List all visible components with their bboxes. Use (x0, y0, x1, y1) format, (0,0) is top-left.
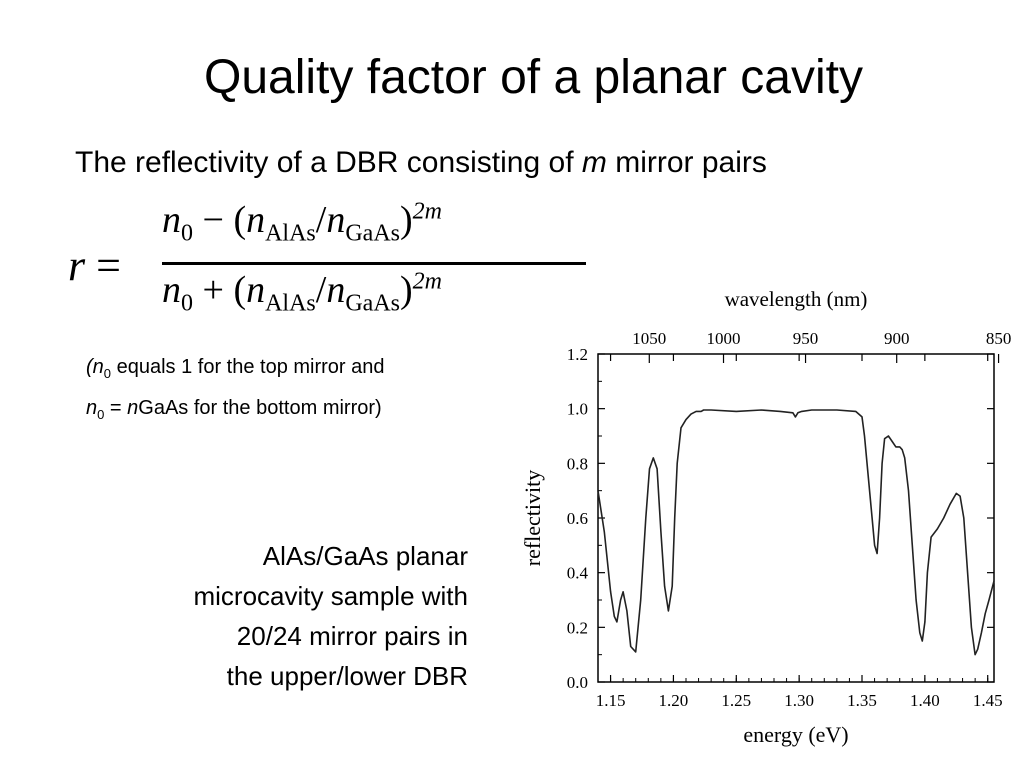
subtitle-post: mirror pairs (606, 146, 767, 179)
top-tick-label: 900 (884, 329, 910, 348)
sample-line: 20/24 mirror pairs in (236, 621, 468, 651)
plot-frame (597, 353, 995, 683)
x-tick-label: 1.40 (910, 691, 940, 710)
chart-marks: 1.15 1.20 1.25 1.30 1.35 1.40 1.45 0.0 0.2 0.4 0.6… (567, 329, 1012, 710)
formula-lhs: r = (68, 241, 121, 290)
y-tick-label: 0.2 (567, 618, 588, 637)
sample-line: the upper/lower DBR (226, 661, 468, 691)
note-line-2: n0 = nGaAs for the bottom mirror) (86, 397, 382, 422)
sample-description: AlAs/GaAs planar microcavity sample with… (118, 536, 468, 696)
formula-denominator: n0 + (nAlAs/nGaAs)2m (162, 268, 442, 317)
x-tick-label: 1.20 (659, 691, 689, 710)
top-tick-label: 950 (793, 329, 819, 348)
y-tick-label: 0.8 (567, 454, 588, 473)
fraction-bar (162, 262, 586, 265)
y-tick-label: 0.4 (567, 564, 589, 583)
x-tick-label: 1.25 (721, 691, 751, 710)
x-tick-label: 1.30 (784, 691, 814, 710)
x-tick-label: 1.15 (596, 691, 626, 710)
subtitle-pre: The reflectivity of a DBR consisting of (75, 146, 582, 179)
sample-line: microcavity sample with (193, 581, 468, 611)
reflectivity-line (597, 409, 995, 656)
n0-note: (n0 equals 1 for the top mirror and n0 =… (86, 350, 385, 432)
x-axis-label: energy (eV) (743, 722, 848, 747)
note-line-1: (n0 equals 1 for the top mirror and (86, 356, 385, 381)
slide-subtitle: The reflectivity of a DBR consisting of … (75, 146, 767, 180)
y-tick-label: 1.2 (567, 345, 588, 364)
sample-line: AlAs/GaAs planar (262, 541, 468, 571)
y-axis-label: reflectivity (520, 470, 545, 567)
top-tick-label: 1000 (707, 329, 741, 348)
top-tick-label: 850 (986, 329, 1012, 348)
y-tick-label: 0.0 (567, 673, 588, 692)
subtitle-variable: m (581, 146, 607, 179)
top-axis-label: wavelength (nm) (725, 287, 868, 311)
reflectivity-formula: r = n0 − (nAlAs/nGaAs)2m n0 + (nAlAs/nGa… (66, 198, 596, 328)
slide-title: Quality factor of a planar cavity (204, 51, 863, 104)
x-tick-label: 1.45 (973, 691, 1003, 710)
y-tick-label: 1.0 (567, 400, 588, 419)
y-tick-label: 0.6 (567, 509, 588, 528)
top-tick-label: 1050 (632, 329, 666, 348)
x-tick-label: 1.35 (847, 691, 877, 710)
formula-numerator: n0 − (nAlAs/nGaAs)2m (162, 198, 442, 247)
